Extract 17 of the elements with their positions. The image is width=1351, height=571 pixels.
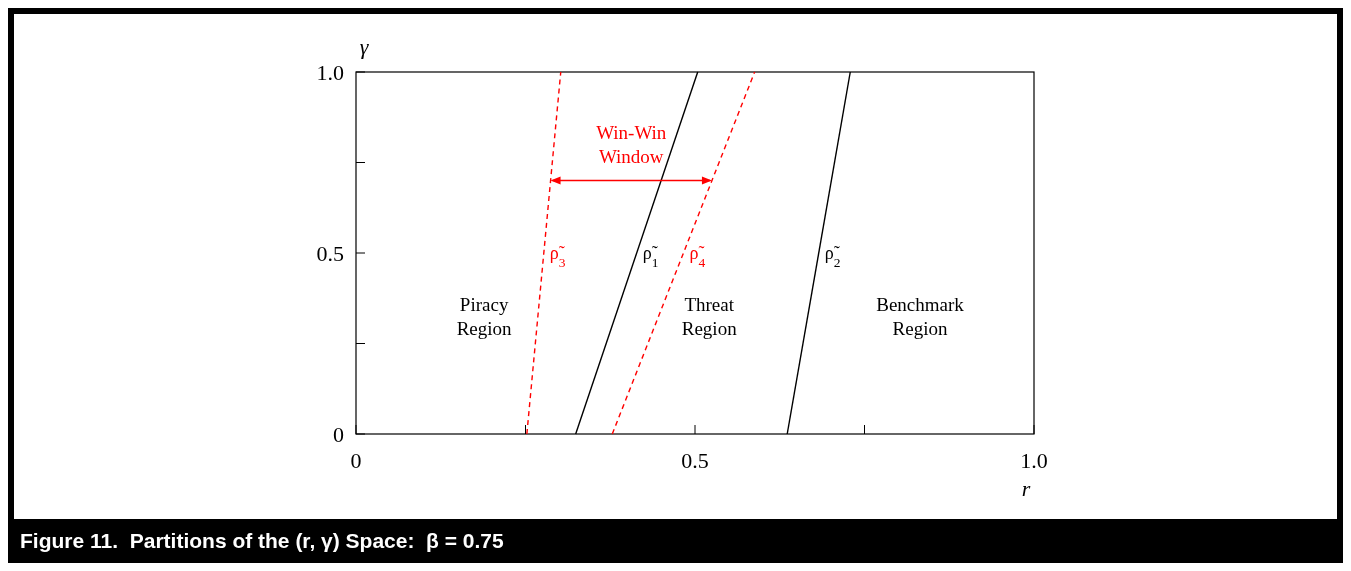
y-tick-label: 0	[333, 422, 344, 447]
annotation: Piracy Region	[456, 294, 513, 340]
x-tick-label: 0	[350, 448, 362, 473]
annotation: Threat Region	[681, 294, 738, 340]
series-label: ρ̃$_{3}$	[549, 243, 566, 270]
x-axis-title: r	[1021, 476, 1031, 501]
y-tick-label: 0.5	[316, 241, 344, 266]
series-label: ρ̃$_{1}$	[642, 243, 659, 270]
text: Figure 11. Partitions of the (r, γ) Space: β = 0.75	[20, 529, 505, 552]
x-tick-label: 0.5	[681, 448, 709, 473]
x-tick-label: 1.0	[1020, 448, 1048, 473]
y-axis-title: γ	[359, 34, 370, 59]
annotation: Win-Win Window	[596, 121, 667, 167]
annotation: Benchmark Region	[876, 294, 965, 340]
series-label: ρ̃$_{4}$	[689, 243, 706, 270]
y-tick-label: 1.0	[316, 60, 344, 85]
series-label: ρ̃$_{2}$	[824, 243, 841, 270]
